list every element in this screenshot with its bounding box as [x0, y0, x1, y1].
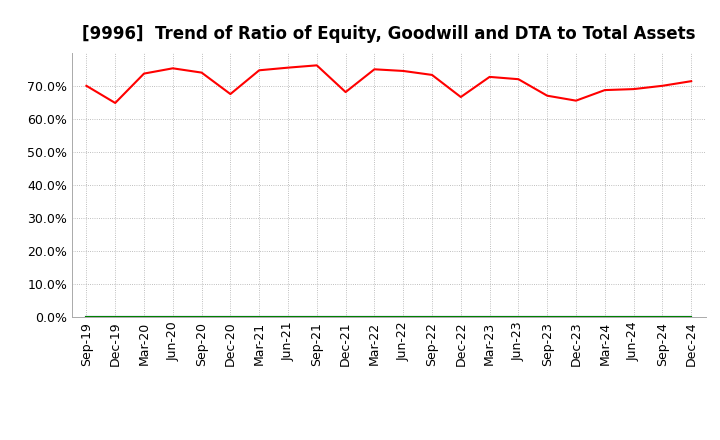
Goodwill — [485, 314, 494, 319]
Equity — [456, 95, 465, 100]
Equity — [428, 72, 436, 77]
Goodwill — [111, 314, 120, 319]
Deferred Tax Assets — [600, 314, 609, 319]
Deferred Tax Assets — [111, 314, 120, 319]
Equity — [687, 79, 696, 84]
Deferred Tax Assets — [629, 314, 638, 319]
Deferred Tax Assets — [168, 314, 177, 319]
Deferred Tax Assets — [226, 314, 235, 319]
Deferred Tax Assets — [284, 314, 292, 319]
Goodwill — [572, 314, 580, 319]
Equity — [284, 65, 292, 70]
Equity — [658, 83, 667, 88]
Deferred Tax Assets — [572, 314, 580, 319]
Equity — [341, 89, 350, 95]
Deferred Tax Assets — [543, 314, 552, 319]
Deferred Tax Assets — [428, 314, 436, 319]
Title: [9996]  Trend of Ratio of Equity, Goodwill and DTA to Total Assets: [9996] Trend of Ratio of Equity, Goodwil… — [82, 25, 696, 43]
Deferred Tax Assets — [255, 314, 264, 319]
Goodwill — [255, 314, 264, 319]
Goodwill — [197, 314, 206, 319]
Goodwill — [687, 314, 696, 319]
Goodwill — [600, 314, 609, 319]
Deferred Tax Assets — [399, 314, 408, 319]
Goodwill — [399, 314, 408, 319]
Goodwill — [341, 314, 350, 319]
Deferred Tax Assets — [456, 314, 465, 319]
Equity — [226, 92, 235, 97]
Deferred Tax Assets — [341, 314, 350, 319]
Deferred Tax Assets — [370, 314, 379, 319]
Goodwill — [456, 314, 465, 319]
Goodwill — [514, 314, 523, 319]
Goodwill — [284, 314, 292, 319]
Equity — [572, 98, 580, 103]
Equity — [600, 88, 609, 93]
Line: Equity: Equity — [86, 65, 691, 103]
Goodwill — [658, 314, 667, 319]
Goodwill — [82, 314, 91, 319]
Goodwill — [370, 314, 379, 319]
Deferred Tax Assets — [82, 314, 91, 319]
Equity — [197, 70, 206, 75]
Deferred Tax Assets — [197, 314, 206, 319]
Goodwill — [140, 314, 148, 319]
Goodwill — [543, 314, 552, 319]
Deferred Tax Assets — [312, 314, 321, 319]
Equity — [168, 66, 177, 71]
Deferred Tax Assets — [658, 314, 667, 319]
Goodwill — [168, 314, 177, 319]
Goodwill — [629, 314, 638, 319]
Deferred Tax Assets — [687, 314, 696, 319]
Equity — [140, 71, 148, 76]
Equity — [255, 68, 264, 73]
Equity — [399, 68, 408, 73]
Equity — [629, 86, 638, 92]
Equity — [485, 74, 494, 80]
Goodwill — [312, 314, 321, 319]
Goodwill — [428, 314, 436, 319]
Equity — [82, 83, 91, 88]
Deferred Tax Assets — [485, 314, 494, 319]
Deferred Tax Assets — [514, 314, 523, 319]
Equity — [514, 77, 523, 82]
Deferred Tax Assets — [140, 314, 148, 319]
Equity — [111, 100, 120, 106]
Equity — [543, 93, 552, 98]
Equity — [370, 66, 379, 72]
Equity — [312, 62, 321, 68]
Goodwill — [226, 314, 235, 319]
